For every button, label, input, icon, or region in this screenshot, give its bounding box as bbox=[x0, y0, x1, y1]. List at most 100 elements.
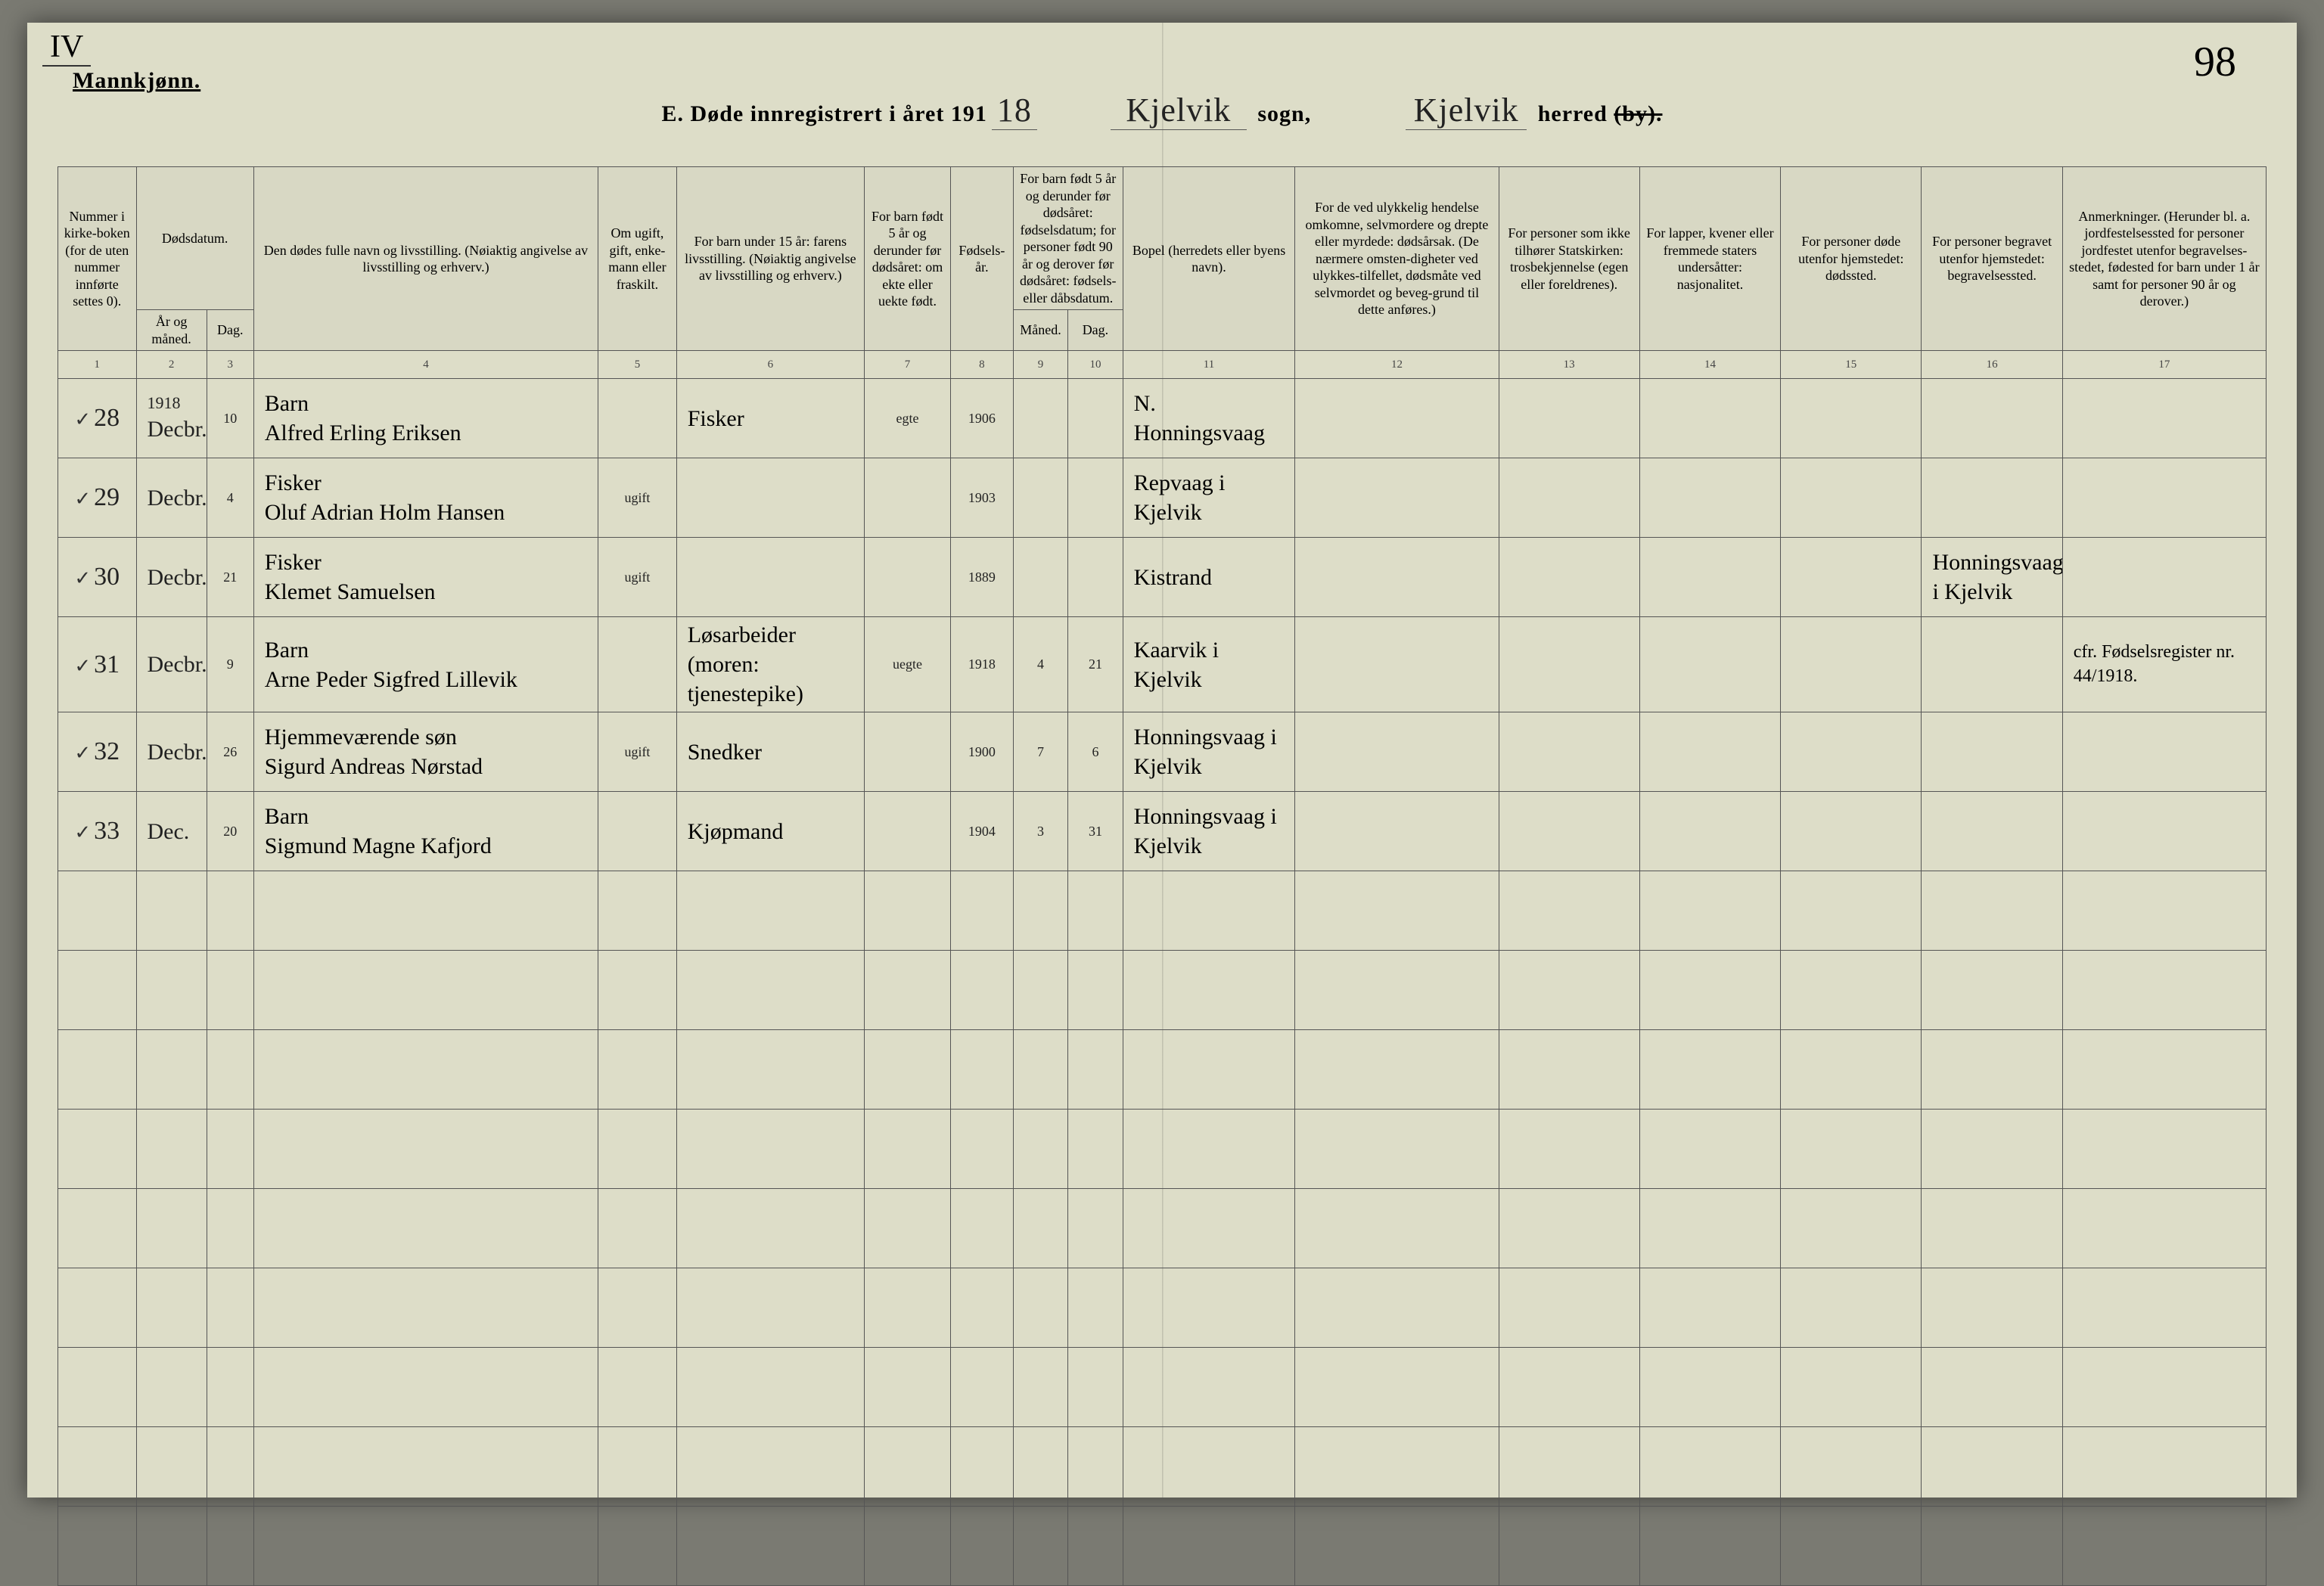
cell-status bbox=[598, 792, 677, 871]
blank-cell bbox=[1123, 1189, 1295, 1268]
blank-cell bbox=[253, 1110, 598, 1189]
col-12-header: For de ved ulykkelig hendelse omkomne, s… bbox=[1295, 167, 1499, 351]
cell-name: FiskerKlemet Samuelsen bbox=[253, 538, 598, 617]
blank-cell bbox=[2062, 951, 2266, 1030]
col-9b-header: Dag. bbox=[1068, 310, 1123, 351]
cell-birth-year: 1889 bbox=[950, 538, 1013, 617]
blank-row bbox=[58, 1030, 2267, 1110]
cell-15 bbox=[1781, 792, 1922, 871]
blank-cell bbox=[1068, 1348, 1123, 1427]
blank-cell bbox=[1639, 1030, 1780, 1110]
blank-cell bbox=[1013, 1427, 1067, 1507]
cell-ekte bbox=[865, 712, 951, 792]
column-number: 1 bbox=[58, 351, 137, 379]
year-suffix: 18 bbox=[992, 91, 1037, 130]
checkmark-icon: ✓ bbox=[74, 821, 91, 844]
blank-cell bbox=[950, 1507, 1013, 1586]
herred-struck: (by). bbox=[1614, 101, 1662, 126]
blank-cell bbox=[865, 1348, 951, 1427]
checkmark-icon: ✓ bbox=[74, 487, 91, 511]
cell-status bbox=[598, 617, 677, 712]
checkmark-icon: ✓ bbox=[74, 741, 91, 765]
cell-13 bbox=[1499, 458, 1639, 538]
blank-cell bbox=[1499, 1427, 1639, 1507]
blank-cell bbox=[1295, 1030, 1499, 1110]
cell-day: 26 bbox=[207, 712, 253, 792]
blank-cell bbox=[1295, 1427, 1499, 1507]
herred-value: Kjelvik bbox=[1406, 91, 1527, 130]
blank-cell bbox=[1068, 1189, 1123, 1268]
blank-cell bbox=[1922, 871, 2062, 951]
blank-cell bbox=[598, 1030, 677, 1110]
blank-cell bbox=[136, 1268, 207, 1348]
blank-cell bbox=[676, 1348, 864, 1427]
blank-cell bbox=[58, 1268, 137, 1348]
blank-cell bbox=[1123, 1507, 1295, 1586]
checkmark-icon: ✓ bbox=[74, 566, 91, 590]
cell-birth-month: 3 bbox=[1013, 792, 1067, 871]
table-header: Nummer i kirke-boken (for de uten nummer… bbox=[58, 167, 2267, 351]
blank-cell bbox=[1295, 1110, 1499, 1189]
blank-cell bbox=[2062, 1507, 2266, 1586]
cell-ekte: uegte bbox=[865, 617, 951, 712]
cell-number: ✓31 bbox=[58, 617, 137, 712]
blank-cell bbox=[865, 1189, 951, 1268]
column-number: 12 bbox=[1295, 351, 1499, 379]
blank-cell bbox=[1499, 871, 1639, 951]
table-body: 1234567891011121314151617✓281918Decbr.10… bbox=[58, 351, 2267, 1586]
title-line: E. Døde innregistrert i året 19118 Kjelv… bbox=[73, 91, 2251, 130]
sogn-value: Kjelvik bbox=[1111, 91, 1247, 130]
blank-cell bbox=[598, 1268, 677, 1348]
col-15-header: For personer døde utenfor hjemstedet: dø… bbox=[1781, 167, 1922, 351]
blank-cell bbox=[58, 1189, 137, 1268]
blank-cell bbox=[1922, 1427, 2062, 1507]
blank-cell bbox=[1922, 1110, 2062, 1189]
cell-13 bbox=[1499, 712, 1639, 792]
blank-cell bbox=[598, 1427, 677, 1507]
blank-cell bbox=[1013, 1507, 1067, 1586]
blank-cell bbox=[865, 1268, 951, 1348]
table-row: ✓32Decbr.26Hjemmeværende sønSigurd Andre… bbox=[58, 712, 2267, 792]
blank-row bbox=[58, 951, 2267, 1030]
cell-ekte bbox=[865, 458, 951, 538]
cell-father: Løsarbeider (moren: tjenestepike) bbox=[676, 617, 864, 712]
blank-row bbox=[58, 1507, 2267, 1586]
checkmark-icon: ✓ bbox=[74, 654, 91, 678]
cell-number: ✓32 bbox=[58, 712, 137, 792]
cell-15 bbox=[1781, 712, 1922, 792]
blank-cell bbox=[207, 1110, 253, 1189]
blank-cell bbox=[865, 1427, 951, 1507]
cell-birth-day: 21 bbox=[1068, 617, 1123, 712]
blank-cell bbox=[1922, 1348, 2062, 1427]
cell-bopel: Kaarvik i Kjelvik bbox=[1123, 617, 1295, 712]
column-number: 3 bbox=[207, 351, 253, 379]
blank-cell bbox=[1781, 1110, 1922, 1189]
corner-mark: IV bbox=[42, 29, 91, 67]
blank-cell bbox=[1013, 951, 1067, 1030]
cell-15 bbox=[1781, 538, 1922, 617]
cell-16 bbox=[1922, 712, 2062, 792]
blank-cell bbox=[207, 1427, 253, 1507]
blank-cell bbox=[1639, 871, 1780, 951]
cell-father bbox=[676, 458, 864, 538]
cell-birth-month bbox=[1013, 379, 1067, 458]
blank-cell bbox=[1639, 1348, 1780, 1427]
blank-cell bbox=[207, 1348, 253, 1427]
blank-cell bbox=[950, 1030, 1013, 1110]
blank-cell bbox=[1123, 1348, 1295, 1427]
blank-cell bbox=[1499, 1110, 1639, 1189]
blank-cell bbox=[2062, 1189, 2266, 1268]
column-number: 17 bbox=[2062, 351, 2266, 379]
cell-15 bbox=[1781, 458, 1922, 538]
blank-row bbox=[58, 1189, 2267, 1268]
blank-cell bbox=[1123, 1427, 1295, 1507]
cell-birth-day: 31 bbox=[1068, 792, 1123, 871]
cell-14 bbox=[1639, 538, 1780, 617]
page-header: Mannkjønn. E. Døde innregistrert i året … bbox=[73, 68, 2251, 151]
blank-cell bbox=[865, 951, 951, 1030]
col-9a-header: Måned. bbox=[1013, 310, 1067, 351]
blank-cell bbox=[676, 1189, 864, 1268]
cell-name: FiskerOluf Adrian Holm Hansen bbox=[253, 458, 598, 538]
cell-number: ✓30 bbox=[58, 538, 137, 617]
column-number: 15 bbox=[1781, 351, 1922, 379]
